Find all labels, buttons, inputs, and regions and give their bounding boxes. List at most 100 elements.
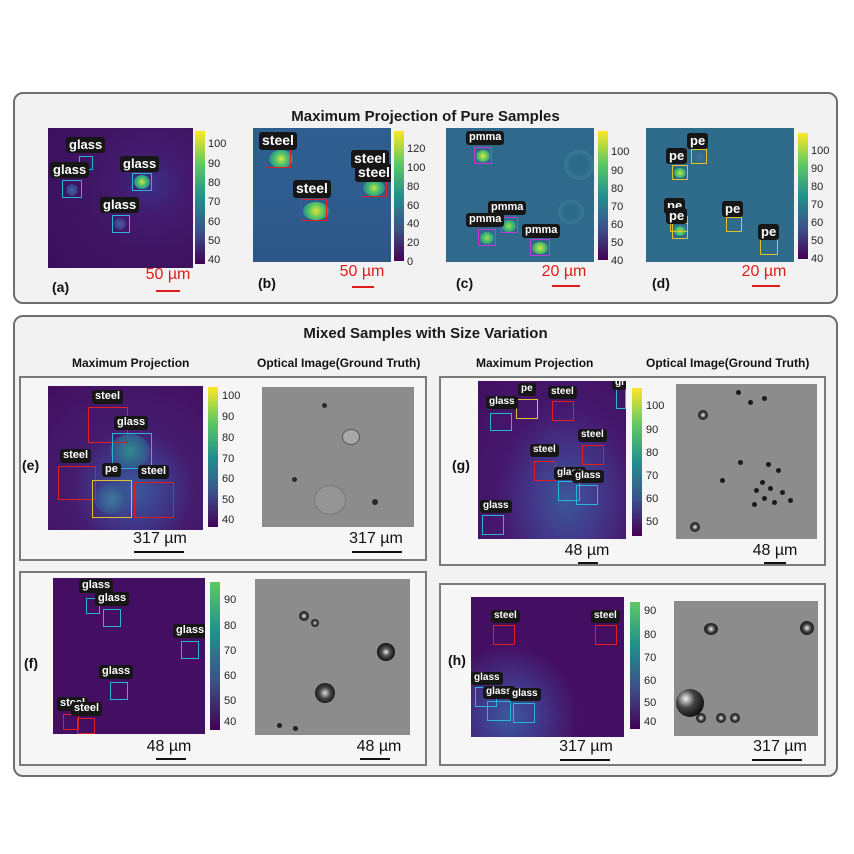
colorbar-tick: 70 <box>811 199 824 211</box>
particle <box>772 500 777 505</box>
pure-samples-title: Maximum Projection of Pure Samples <box>291 108 560 125</box>
panel-f-mp-scale-label: 48 µm <box>146 738 192 755</box>
bbox-glass <box>110 682 128 700</box>
panel-c-image: pmma pmma pmma pmma <box>446 128 594 262</box>
particle <box>748 400 753 405</box>
bead <box>114 218 126 230</box>
colorbar-tick: 70 <box>646 470 659 482</box>
colorbar-tick: 90 <box>811 163 824 175</box>
label-glass: glass <box>486 396 518 409</box>
panel-a-scale-label: 50 µm <box>145 266 191 283</box>
bbox-glass <box>86 598 100 614</box>
colorbar-tick: 40 <box>644 716 657 728</box>
panel-h-mp-scale-bar <box>560 759 610 761</box>
colorbar-tick: 50 <box>811 235 824 247</box>
particle <box>704 623 718 635</box>
colorbar-tick: 90 <box>224 594 237 606</box>
panel-g-optical-image <box>676 384 817 539</box>
panel-e-letter: (e) <box>22 457 40 473</box>
bead <box>269 150 293 168</box>
bbox-glass <box>513 703 535 723</box>
colorbar-tick: 40 <box>224 716 237 728</box>
label-steel: steel <box>578 429 607 442</box>
particle <box>698 410 708 420</box>
panel-e-optical-image <box>262 387 414 527</box>
colorbar-tick: 60 <box>224 670 237 682</box>
colorbar-tick: 100 <box>222 390 241 402</box>
panel-h-opt-scale-bar <box>752 759 802 761</box>
colorbar-tick: 80 <box>222 432 235 444</box>
colorbar-tick: 100 <box>646 400 665 412</box>
bbox-glass <box>487 701 511 721</box>
panel-g-mp-scale-label: 48 µm <box>564 542 610 559</box>
label-pe: pe <box>666 148 688 165</box>
panel-e-colorbar <box>208 387 218 527</box>
colorbar-tick: 90 <box>208 158 221 170</box>
particle <box>277 723 282 728</box>
bbox-pe <box>92 480 132 518</box>
label-glass: glass <box>79 579 114 593</box>
bbox-pe <box>726 217 742 232</box>
colorbar-tick: 40 <box>208 254 221 266</box>
colorbar-tick: 40 <box>407 218 420 230</box>
particle <box>738 460 743 465</box>
panel-h-opt-scale-label: 317 µm <box>753 738 807 755</box>
panel-g-letter: (g) <box>452 457 470 473</box>
particle <box>342 429 360 445</box>
particle <box>776 468 781 473</box>
header-optical-left: Optical Image(Ground Truth) <box>257 356 421 370</box>
bead <box>303 202 329 220</box>
colorbar-tick: 60 <box>646 493 659 505</box>
colorbar-tick: 90 <box>646 424 659 436</box>
particle <box>762 396 767 401</box>
label-glass: glass <box>483 686 515 699</box>
label-glass: glass <box>114 416 149 430</box>
panel-f-opt-scale-label: 48 µm <box>356 738 402 755</box>
panel-h-image: steel steel glass glass glass <box>471 597 624 737</box>
label-pmma: pmma <box>466 131 505 145</box>
bbox-glass <box>482 515 504 535</box>
particle <box>768 486 773 491</box>
particle <box>314 485 346 515</box>
bbox-pe <box>760 239 778 255</box>
colorbar-tick: 100 <box>811 145 830 157</box>
label-steel: steel <box>60 449 92 463</box>
colorbar-tick: 60 <box>222 473 235 485</box>
label-steel: steel <box>530 444 559 457</box>
colorbar-tick: 100 <box>611 146 630 158</box>
label-glass: glass <box>66 137 106 154</box>
bbox-steel <box>301 199 327 221</box>
label-steel: steel <box>71 702 103 716</box>
mixed-samples-title: Mixed Samples with Size Variation <box>303 325 548 342</box>
panel-b-scale-bar <box>352 286 374 288</box>
panel-h-optical-image <box>674 601 818 736</box>
bbox-pmma <box>474 147 492 164</box>
colorbar-tick: 60 <box>811 217 824 229</box>
colorbar-tick: 70 <box>222 453 235 465</box>
label-steel: steel <box>92 390 124 404</box>
label-steel: steel <box>259 132 297 150</box>
particle <box>730 713 740 723</box>
panel-e-opt-scale-label: 317 µm <box>349 530 403 547</box>
panel-g-mp-scale-bar <box>578 562 598 564</box>
particle <box>322 403 327 408</box>
particle <box>788 498 793 503</box>
colorbar-tick: 50 <box>644 697 657 709</box>
bbox-glass <box>490 413 512 431</box>
bead <box>532 242 548 254</box>
particle <box>372 499 378 505</box>
label-glass: glass <box>50 162 90 179</box>
colorbar-tick: 0 <box>407 256 414 268</box>
particle <box>800 621 814 635</box>
bead <box>502 220 516 232</box>
particle <box>676 689 704 717</box>
label-glass: glass <box>509 688 541 701</box>
colorbar-tick: 80 <box>208 177 221 189</box>
colorbar-tick: 70 <box>611 201 624 213</box>
label-pe: pe <box>666 208 688 225</box>
colorbar-tick: 60 <box>611 219 624 231</box>
bbox-steel <box>595 625 617 645</box>
bead <box>94 484 130 514</box>
bead <box>480 232 494 244</box>
colorbar-tick: 70 <box>208 196 221 208</box>
